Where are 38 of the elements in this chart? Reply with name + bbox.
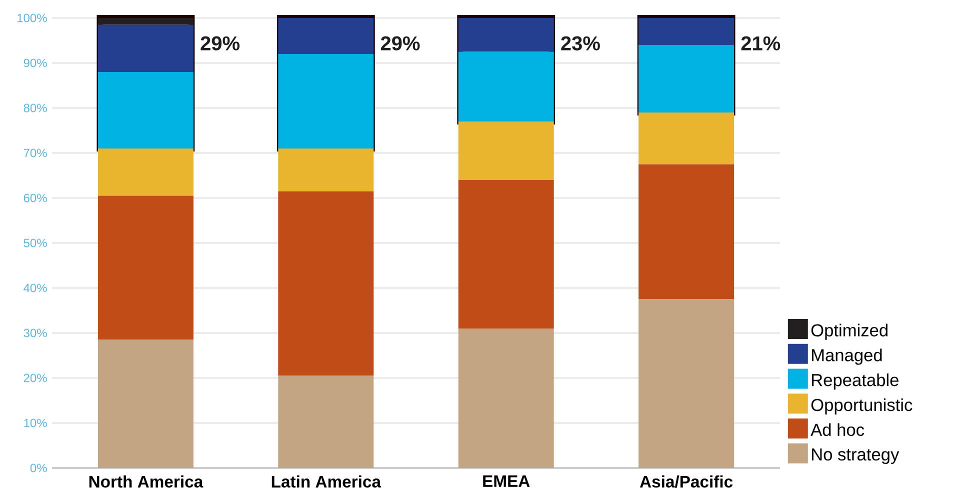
y-tick-label: 80%	[24, 104, 47, 112]
legend-label: Optimized	[811, 324, 888, 340]
legend-label: Opportunistic	[811, 398, 912, 415]
legend-label: No strategy	[812, 448, 900, 464]
bar	[98, 196, 194, 340]
bar	[638, 164, 734, 300]
bar	[278, 18, 374, 54]
y-tick-label: 60%	[24, 194, 47, 202]
bar	[278, 376, 374, 468]
y-tick-label: 50%	[24, 238, 47, 248]
bar	[458, 180, 554, 328]
x-tick-label: EMEA	[483, 475, 530, 487]
y-tick-label: 100%	[18, 14, 47, 22]
bar	[98, 18, 194, 25]
y-tick-label: 10%	[24, 418, 47, 428]
bar	[98, 340, 194, 468]
y-tick-label: 0%	[30, 464, 47, 472]
bar	[638, 299, 734, 468]
y-tick-label: 40%	[24, 284, 47, 292]
y-tick-label: 20%	[24, 374, 47, 382]
annotation: 29%	[380, 36, 420, 50]
y-tick-label: 90%	[24, 58, 47, 68]
x-tick-label: Asia/Pacific	[640, 475, 733, 488]
annotation: 29%	[200, 36, 240, 50]
x-tick-label: North America	[89, 475, 204, 488]
annotation: 21%	[741, 36, 780, 50]
y-tick-label: 30%	[24, 328, 47, 338]
x-tick-label: Latin America	[272, 475, 382, 488]
y-tick-label: 70%	[24, 148, 47, 158]
bar	[638, 18, 734, 45]
legend-label: Repeatable	[812, 373, 898, 390]
legend-label: Managed	[812, 348, 882, 365]
bar	[458, 328, 554, 468]
legend-label: Ad hoc	[810, 423, 864, 436]
annotation: 23%	[561, 36, 600, 50]
bar	[278, 191, 374, 376]
bar	[458, 18, 554, 52]
bar	[278, 148, 374, 192]
